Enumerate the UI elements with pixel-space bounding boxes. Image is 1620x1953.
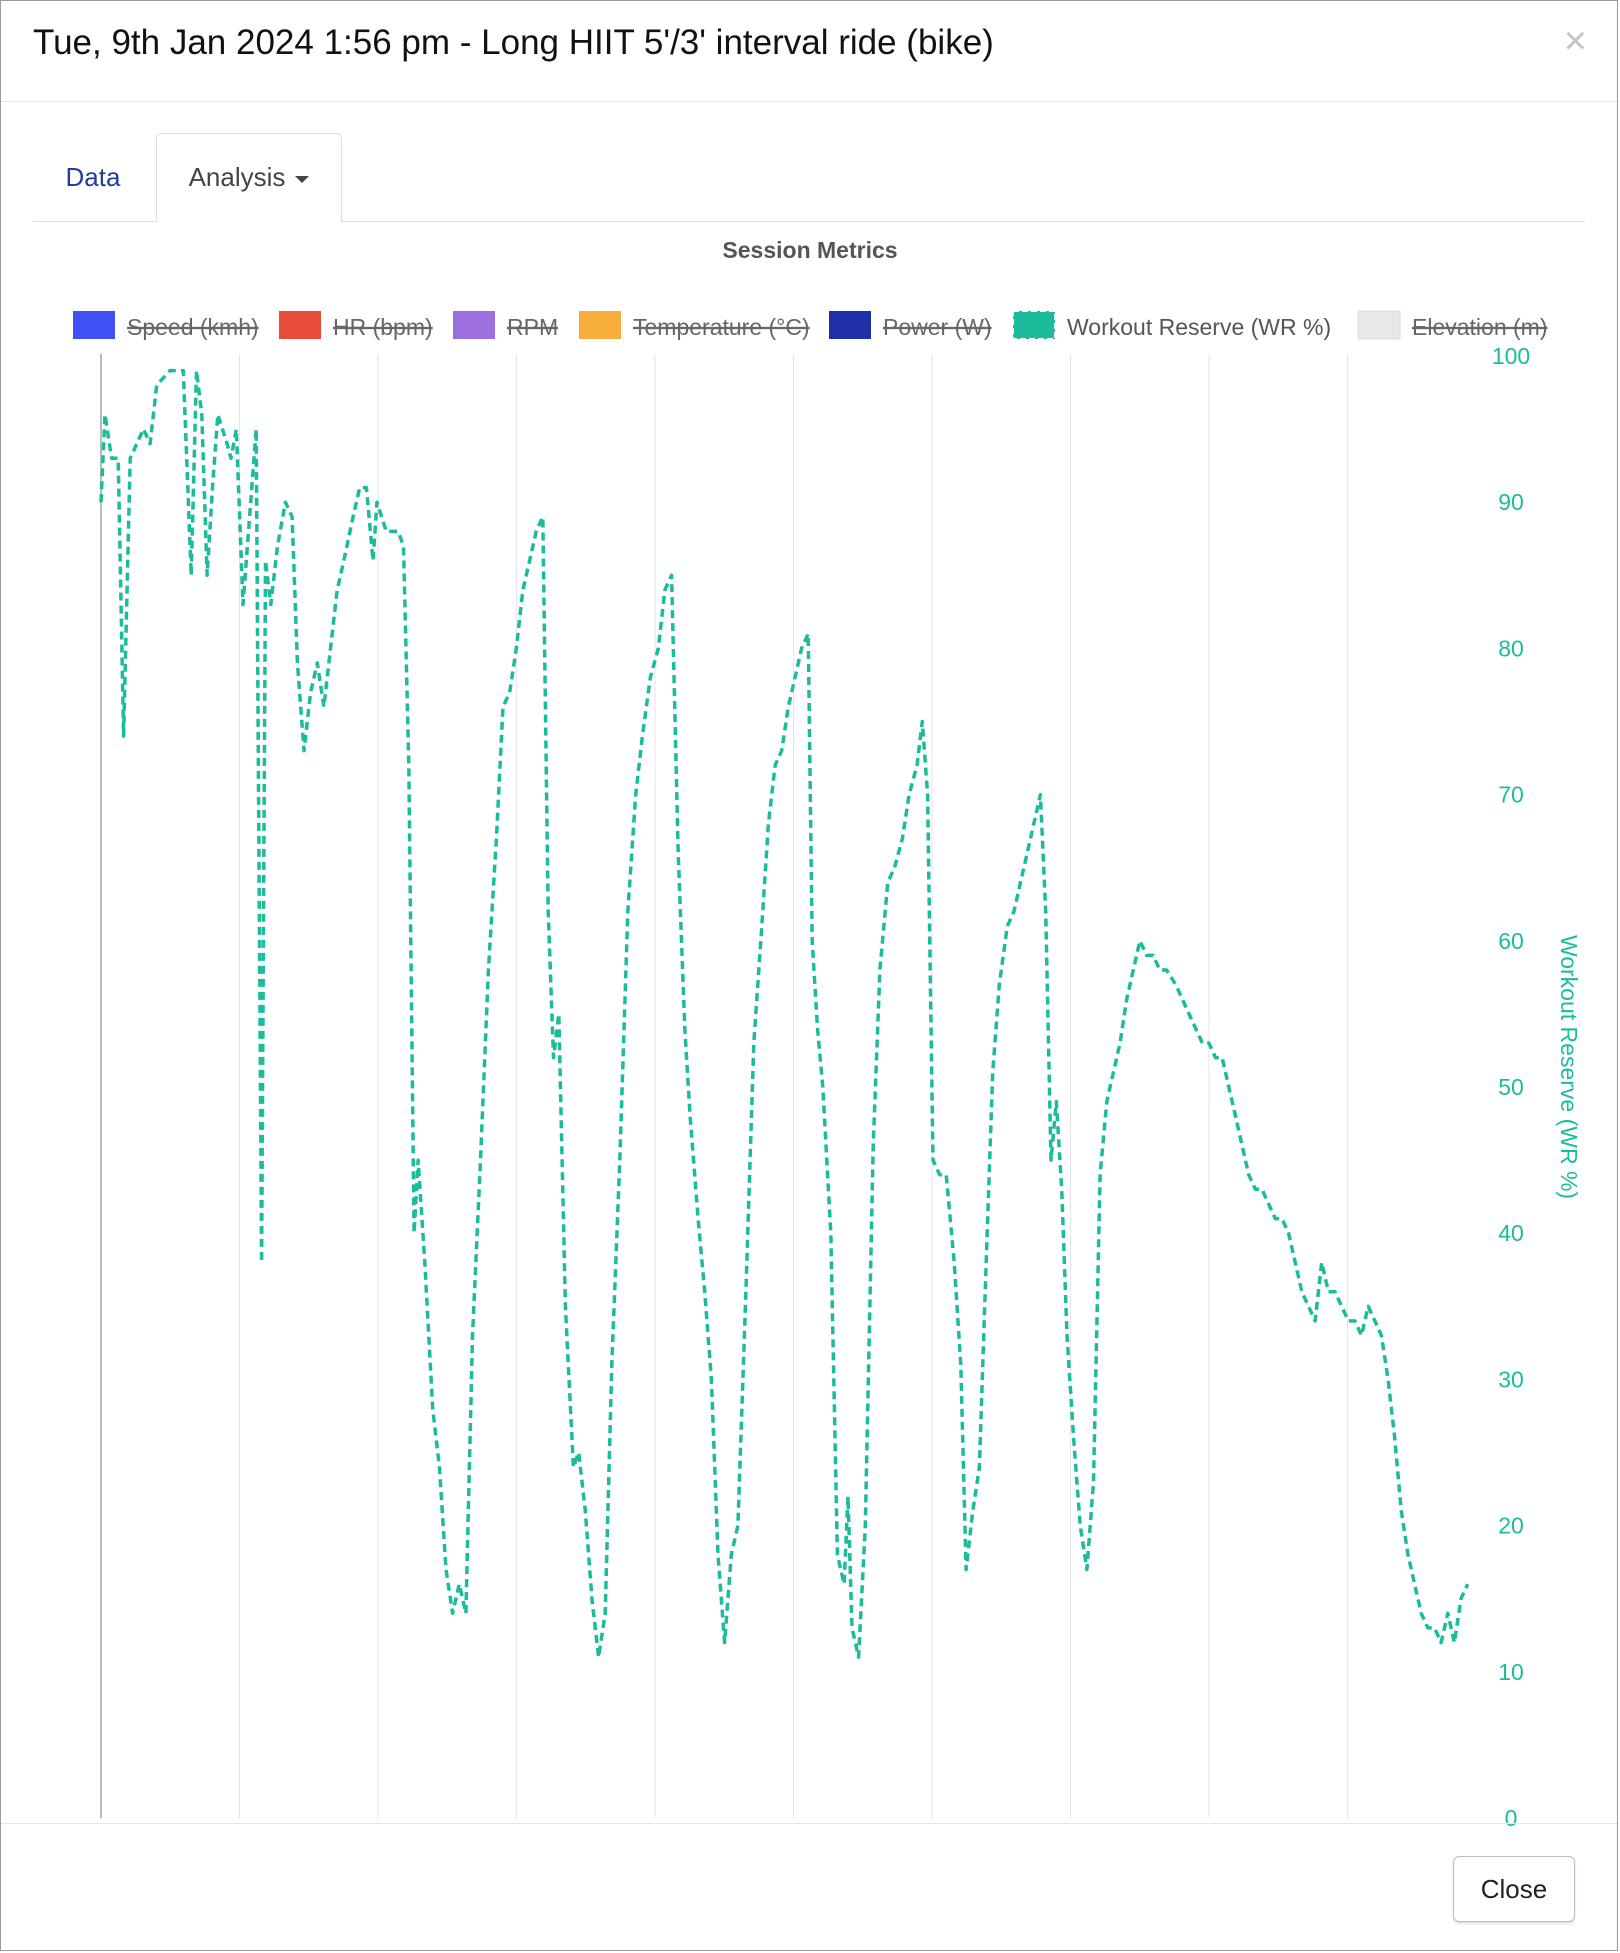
y-axis-label: Workout Reserve (WR %) (1556, 935, 1582, 1199)
legend-item[interactable]: HR (bpm) (279, 311, 433, 340)
legend-label: Speed (kmh) (127, 314, 259, 340)
legend-item[interactable]: Speed (kmh) (73, 311, 259, 340)
y-tick-label: 50 (1498, 1074, 1524, 1100)
tab-analysis[interactable]: Analysis (156, 133, 342, 222)
y-tick-label: 60 (1498, 928, 1524, 954)
legend-item[interactable]: Elevation (m) (1357, 310, 1547, 340)
legend-swatch (73, 311, 115, 339)
legend-item[interactable]: Power (W) (829, 311, 992, 340)
legend-label: Temperature (°C) (633, 314, 810, 340)
modal-title: Tue, 9th Jan 2024 1:56 pm - Long HIIT 5'… (33, 23, 994, 62)
y-tick-label: 100 (1492, 343, 1530, 369)
legend-swatch (579, 311, 621, 339)
chart-title: Session Metrics (722, 237, 897, 263)
legend-item[interactable]: RPM (453, 311, 558, 340)
chart-series (99, 368, 1470, 1659)
y-tick-label: 20 (1498, 1513, 1524, 1539)
y-axis-right: 0 10 20 30 40 50 60 70 80 90 100 (1492, 343, 1530, 1826)
y-tick-label: 30 (1498, 1366, 1524, 1392)
y-tick-label: 0 (1505, 1805, 1518, 1826)
y-tick-label: 10 (1498, 1659, 1524, 1685)
modal-header: Tue, 9th Jan 2024 1:56 pm - Long HIIT 5'… (1, 1, 1617, 102)
legend-item[interactable]: Temperature (°C) (579, 311, 810, 340)
close-button[interactable]: Close (1453, 1856, 1575, 1922)
legend-label: Workout Reserve (WR %) (1067, 314, 1331, 340)
y-tick-label: 70 (1498, 782, 1524, 808)
y-tick-label: 80 (1498, 635, 1524, 661)
close-icon[interactable]: × (1563, 19, 1587, 63)
legend-label: Elevation (m) (1412, 314, 1547, 340)
legend-swatch (1357, 310, 1401, 340)
tab-data-label: Data (65, 161, 121, 192)
modal-footer: Close (1, 1823, 1617, 1952)
legend-swatch (453, 311, 495, 339)
legend-swatch (1012, 310, 1056, 340)
series-line-workout-reserve (99, 368, 1470, 1659)
legend-swatch (279, 311, 321, 339)
y-tick-label: 40 (1498, 1220, 1524, 1246)
legend-label: Power (W) (883, 314, 992, 340)
tab-data[interactable]: Data (33, 133, 153, 221)
tab-analysis-label: Analysis (188, 162, 286, 192)
legend-item[interactable]: Workout Reserve (WR %) (1012, 310, 1331, 340)
chart-grid (100, 354, 1348, 1818)
legend-label: RPM (507, 314, 558, 340)
caret-down-icon (295, 176, 310, 183)
legend-label: HR (bpm) (333, 314, 433, 340)
legend-swatch (829, 311, 871, 339)
tab-bar: Data Analysis (33, 133, 1585, 222)
y-tick-label: 90 (1498, 489, 1524, 515)
chart-legend: Speed (kmh) HR (bpm) RPM Temperature (°C) Po… (73, 310, 1547, 340)
session-metrics-chart: Session Metrics Speed (kmh) HR (bpm) RPM Te… (73, 237, 1582, 1826)
